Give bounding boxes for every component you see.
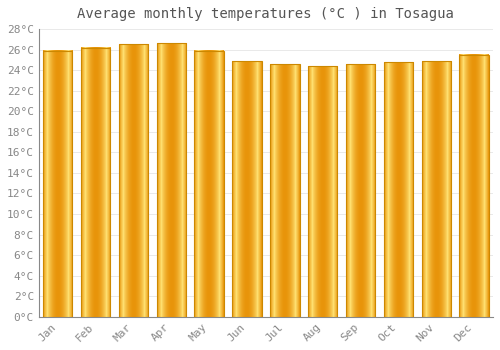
Bar bbox=[156, 43, 186, 317]
Bar bbox=[308, 66, 338, 317]
Bar bbox=[43, 51, 72, 317]
Bar bbox=[232, 61, 262, 317]
Bar bbox=[346, 64, 376, 317]
Bar bbox=[194, 51, 224, 317]
Bar bbox=[422, 61, 451, 317]
Title: Average monthly temperatures (°C ) in Tosagua: Average monthly temperatures (°C ) in To… bbox=[78, 7, 454, 21]
Bar bbox=[118, 44, 148, 317]
Bar bbox=[270, 64, 300, 317]
Bar bbox=[384, 62, 413, 317]
Bar bbox=[460, 55, 489, 317]
Bar bbox=[81, 48, 110, 317]
